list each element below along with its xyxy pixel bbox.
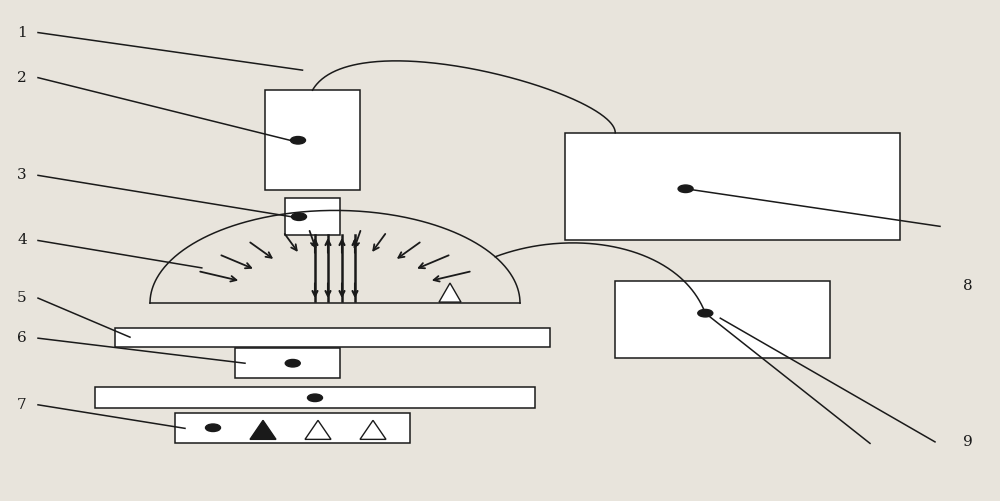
Circle shape xyxy=(206,424,220,431)
Circle shape xyxy=(698,310,713,317)
Text: 3: 3 xyxy=(17,168,27,182)
Text: 2: 2 xyxy=(17,71,27,85)
Polygon shape xyxy=(360,420,386,439)
Polygon shape xyxy=(305,420,331,439)
Text: 4: 4 xyxy=(17,233,27,247)
Text: 6: 6 xyxy=(17,331,27,345)
Bar xyxy=(175,413,410,443)
Circle shape xyxy=(291,137,306,144)
Circle shape xyxy=(678,185,693,192)
Bar xyxy=(285,198,340,235)
Text: 7: 7 xyxy=(17,398,27,412)
Bar xyxy=(95,387,535,408)
Bar xyxy=(615,281,830,358)
Text: 1: 1 xyxy=(17,26,27,40)
Circle shape xyxy=(308,394,322,402)
Text: 8: 8 xyxy=(963,279,973,293)
Polygon shape xyxy=(250,420,276,439)
Bar xyxy=(565,133,900,240)
Bar xyxy=(235,348,340,378)
Bar xyxy=(115,328,550,347)
Circle shape xyxy=(292,213,306,220)
Circle shape xyxy=(285,360,300,367)
Bar xyxy=(265,90,360,190)
Text: 5: 5 xyxy=(17,291,27,305)
Polygon shape xyxy=(439,283,461,302)
Text: 9: 9 xyxy=(963,435,973,449)
